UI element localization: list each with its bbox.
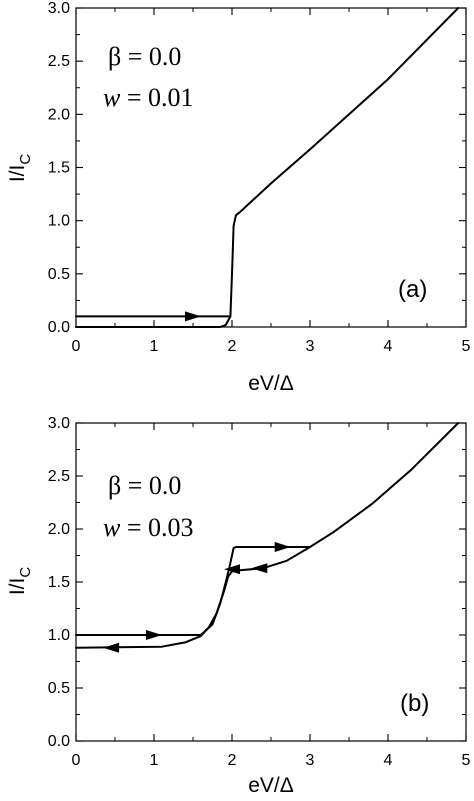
- ticks-b: 0 1 2 3 4 5 0.0 0.5 1.0 1.5 2.0 2.5 3.0: [48, 415, 471, 769]
- y-axis-label-main-b: I/I: [6, 578, 29, 596]
- arrow-left: [224, 564, 240, 575]
- beta-annotation-b: β = 0.0: [108, 471, 181, 500]
- y-tick-label: 1.5: [48, 160, 70, 177]
- y-tick-label: 0.0: [48, 319, 70, 336]
- arrow-right: [146, 630, 162, 640]
- w-value-a: = 0.01: [120, 83, 193, 112]
- panel-a: 0 1 2 3 4 5 0.0 0.5 1.0 1.5 2.0 2.5 3.0 β = 0.0 w = …: [6, 0, 471, 395]
- w-annotation-a: w = 0.01: [103, 83, 194, 112]
- w-annotation-b: w = 0.03: [103, 513, 194, 542]
- y-tick-label: 3.0: [48, 415, 70, 432]
- y-axis-label-main-a: I/I: [6, 165, 29, 183]
- series-a: [75, 7, 460, 328]
- y-tick-label: 2.0: [48, 106, 70, 123]
- x-axis-label-b: eV/Δ: [248, 774, 294, 797]
- y-tick-label: 0.5: [48, 680, 70, 697]
- x-tick-label: 4: [384, 752, 393, 769]
- x-tick-label: 0: [72, 338, 81, 355]
- arrow-right: [185, 311, 201, 322]
- arrow-right: [274, 542, 291, 553]
- y-axis-label-b: I/IC: [6, 567, 34, 596]
- iv-curve-1: [75, 422, 460, 636]
- y-tick-label: 0.0: [48, 733, 70, 750]
- y-axis-label-sub-b: C: [17, 567, 34, 578]
- w-symbol-a: w: [103, 83, 121, 112]
- y-tick-label: 1.5: [48, 574, 70, 591]
- w-symbol-b: w: [103, 513, 121, 542]
- arrow-left: [103, 642, 120, 653]
- x-tick-label: 5: [462, 752, 471, 769]
- x-tick-label: 1: [150, 338, 159, 355]
- y-axis-label-sub-a: C: [17, 154, 34, 165]
- arrow-left: [251, 563, 268, 574]
- iv-curve-2: [75, 546, 311, 649]
- y-tick-label: 2.5: [48, 468, 70, 485]
- y-tick-label: 2.5: [48, 53, 70, 70]
- y-tick-label: 3.0: [48, 0, 70, 17]
- panel-label-a: (a): [398, 276, 427, 303]
- arrows-b: [103, 542, 291, 653]
- x-tick-label: 0: [72, 752, 81, 769]
- beta-annotation-a: β = 0.0: [108, 42, 181, 71]
- w-value-b: = 0.03: [120, 513, 193, 542]
- x-tick-label: 1: [150, 752, 159, 769]
- arrows-a: [185, 311, 201, 322]
- panel-b: 0 1 2 3 4 5 0.0 0.5 1.0 1.5 2.0 2.5 3.0 β = 0.0 w = …: [6, 415, 471, 797]
- x-tick-label: 4: [384, 338, 393, 355]
- y-axis-label-a: I/IC: [6, 154, 34, 183]
- y-tick-label: 2.0: [48, 521, 70, 538]
- y-tick-label: 1.0: [48, 627, 70, 644]
- x-tick-label: 2: [228, 752, 237, 769]
- ticks-a: 0 1 2 3 4 5 0.0 0.5 1.0 1.5 2.0 2.5 3.0: [48, 0, 471, 355]
- y-tick-label: 1.0: [48, 213, 70, 230]
- panel-label-b: (b): [400, 690, 429, 717]
- x-tick-label: 2: [228, 338, 237, 355]
- x-axis-label-a: eV/Δ: [248, 372, 294, 395]
- y-tick-label: 0.5: [48, 266, 70, 283]
- x-tick-label: 5: [462, 338, 471, 355]
- x-tick-label: 3: [306, 338, 315, 355]
- x-tick-label: 3: [306, 752, 315, 769]
- iv-curve-2: [75, 7, 460, 328]
